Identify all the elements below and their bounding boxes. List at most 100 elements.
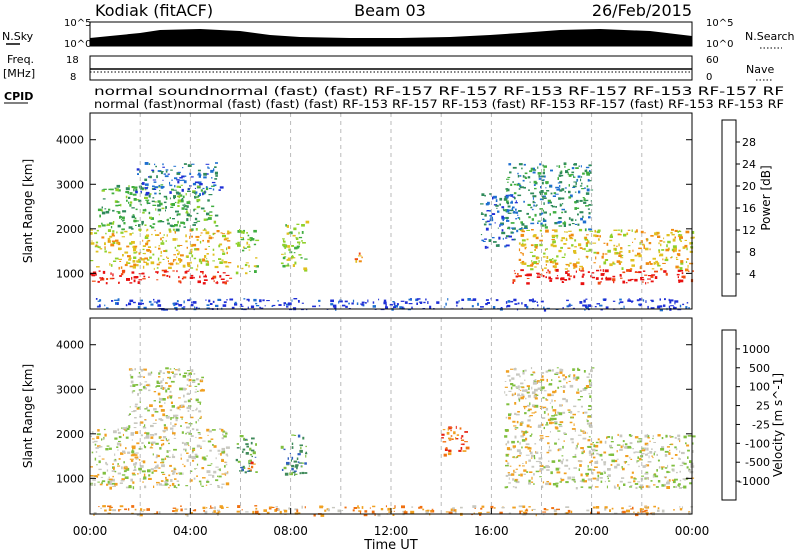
data-cell	[589, 384, 593, 387]
data-cell	[507, 462, 510, 465]
x-tick-label: 04:00	[173, 524, 208, 538]
data-cell	[575, 447, 578, 450]
data-cell	[103, 436, 105, 440]
data-cell	[499, 203, 501, 206]
data-cell	[481, 505, 485, 508]
data-cell	[104, 246, 106, 249]
data-cell	[662, 258, 664, 261]
data-cell	[192, 301, 197, 304]
data-cell	[199, 403, 201, 405]
data-cell	[137, 406, 140, 409]
data-cell	[173, 189, 177, 191]
data-cell	[196, 463, 199, 466]
data-cell	[596, 303, 600, 305]
data-cell	[536, 256, 540, 259]
data-cell	[206, 253, 209, 255]
data-cell	[629, 486, 633, 488]
data-cell	[179, 177, 183, 179]
data-cell	[372, 301, 375, 304]
data-cell	[173, 448, 177, 451]
data-cell	[679, 470, 681, 473]
data-cell	[610, 453, 615, 456]
data-cell	[519, 441, 521, 445]
data-cell	[126, 199, 128, 202]
data-cell	[518, 248, 521, 252]
data-cell	[134, 217, 137, 219]
data-cell	[120, 273, 124, 276]
data-cell	[539, 163, 542, 166]
data-cell	[169, 217, 171, 219]
data-cell	[194, 187, 196, 189]
data-cell	[555, 206, 557, 208]
data-cell	[202, 271, 204, 275]
data-cell	[109, 263, 111, 266]
data-cell	[298, 236, 303, 239]
data-cell	[660, 466, 665, 468]
data-cell	[112, 277, 115, 280]
y-tick-label: 4000	[56, 339, 84, 352]
data-cell	[129, 242, 133, 245]
data-cell	[492, 306, 496, 309]
data-cell	[186, 452, 189, 454]
data-cell	[146, 228, 149, 231]
data-cell	[644, 476, 648, 479]
data-cell	[557, 177, 559, 180]
data-cell	[617, 433, 619, 436]
data-cell	[212, 511, 214, 513]
data-cell	[240, 303, 243, 306]
data-cell	[655, 260, 658, 263]
data-cell	[248, 462, 251, 465]
data-cell	[448, 449, 451, 452]
data-cell	[532, 300, 535, 303]
data-cell	[601, 255, 604, 259]
data-cell	[505, 474, 509, 477]
data-cell	[514, 202, 518, 204]
data-cell	[444, 448, 448, 451]
data-cell	[516, 449, 521, 453]
data-cell	[442, 441, 447, 443]
data-cell	[524, 246, 527, 250]
data-cell	[573, 405, 577, 408]
data-cell	[106, 445, 110, 447]
data-cell	[627, 481, 632, 484]
data-cell	[183, 163, 187, 165]
data-cell	[563, 440, 565, 442]
data-cell	[678, 279, 681, 283]
data-cell	[522, 389, 526, 392]
data-cell	[512, 384, 516, 387]
data-cell	[187, 399, 191, 403]
data-cell	[253, 229, 257, 233]
data-cell	[508, 209, 511, 211]
data-cell	[135, 224, 137, 226]
data-cell	[201, 388, 203, 391]
data-cell	[550, 192, 553, 195]
data-cell	[208, 430, 212, 433]
data-cell	[553, 421, 558, 423]
data-cell	[551, 205, 555, 208]
data-cell	[531, 454, 534, 458]
data-cell	[296, 466, 298, 470]
data-cell	[221, 459, 224, 462]
data-cell	[166, 428, 168, 431]
data-cell	[190, 261, 192, 264]
data-cell	[378, 298, 380, 301]
data-cell	[649, 440, 651, 443]
data-cell	[545, 436, 550, 438]
data-cell	[540, 224, 545, 227]
data-cell	[518, 188, 521, 190]
data-cell	[568, 217, 571, 220]
data-cell	[162, 274, 166, 277]
data-cell	[294, 465, 298, 468]
data-cell	[250, 441, 253, 445]
data-cell	[559, 185, 561, 188]
data-cell	[647, 278, 651, 280]
data-cell	[361, 304, 364, 306]
data-cell	[571, 167, 575, 170]
data-cell	[118, 281, 120, 284]
data-cell	[530, 268, 534, 271]
data-cell	[124, 251, 129, 254]
data-cell	[522, 370, 525, 373]
data-cell	[481, 193, 485, 196]
data-cell	[425, 298, 427, 301]
data-cell	[153, 400, 156, 402]
